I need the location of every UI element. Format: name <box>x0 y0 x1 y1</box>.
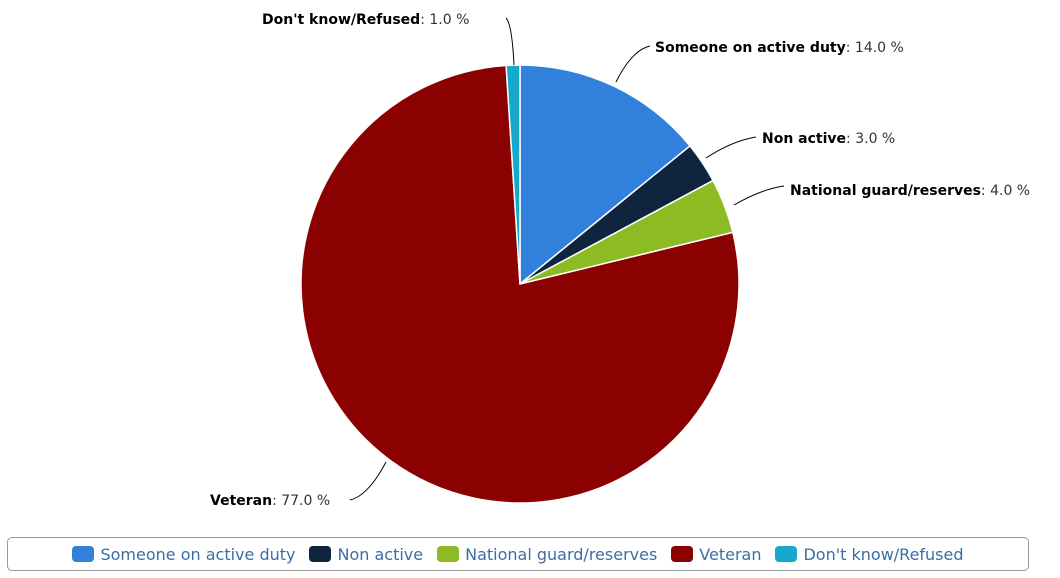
chart-legend: Someone on active duty Non active National… <box>7 537 1029 571</box>
legend-swatch <box>671 546 694 562</box>
pie-slice-veteran[interactable] <box>300 64 740 504</box>
legend-label: National guard/reserves <box>465 544 658 564</box>
legend-swatch <box>309 546 332 562</box>
legend-label: Someone on active duty <box>100 544 296 564</box>
data-label-connector <box>705 136 757 159</box>
data-label: Someone on active duty: 14.0 % <box>655 40 904 56</box>
legend-swatch <box>775 546 798 562</box>
data-label: Don't know/Refused: 1.0 % <box>262 12 469 28</box>
legend-label: Non active <box>337 544 424 564</box>
legend-item[interactable]: Non active <box>309 545 423 564</box>
data-label-connector <box>505 17 515 66</box>
data-label: National guard/reserves: 4.0 % <box>790 183 1030 199</box>
data-label: Non active: 3.0 % <box>762 131 895 147</box>
legend-item[interactable]: Veteran <box>671 545 761 564</box>
legend-item[interactable]: Don't know/Refused <box>775 544 964 564</box>
legend-item[interactable]: National guard/reserves <box>437 545 657 564</box>
data-label-connector <box>349 461 387 501</box>
pie-slice-don-t-know-refused[interactable] <box>505 64 521 285</box>
legend-item[interactable]: Someone on active duty <box>72 545 295 564</box>
pie-slice-someone-on-active-duty[interactable] <box>519 64 692 286</box>
data-label-connector <box>733 185 785 206</box>
legend-label: Veteran <box>699 544 762 564</box>
data-label-connector <box>615 45 651 83</box>
pie-chart: Someone on active duty: 14.0 % Non active… <box>210 12 1030 509</box>
legend-swatch <box>437 546 460 562</box>
legend-swatch <box>72 546 95 562</box>
data-label: Veteran: 77.0 % <box>210 493 330 509</box>
legend-label: Don't know/Refused <box>803 544 964 564</box>
